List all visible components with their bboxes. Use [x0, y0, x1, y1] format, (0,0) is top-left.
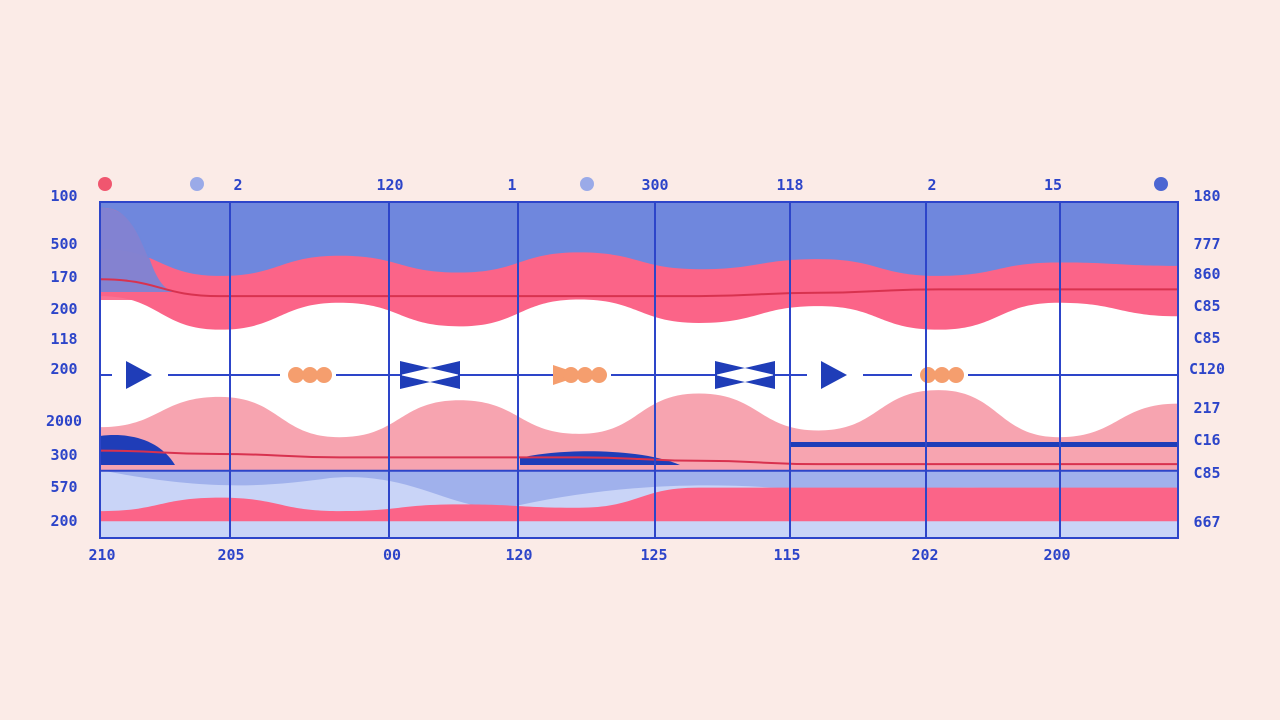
top-label-0: 120 — [376, 176, 403, 194]
x-tick-label-7: 200 — [1043, 546, 1070, 564]
marker-orange-dot-1-2 — [316, 367, 332, 383]
marker-orange-dot-3-2 — [591, 367, 607, 383]
marker-bowtie-4 — [715, 361, 775, 389]
y-right-label-0: 180 — [1193, 187, 1220, 205]
top-label-4: 15 — [1044, 176, 1062, 194]
x-tick-label-0: 210 — [88, 546, 115, 564]
x-axis-ticks: 210 205 00 120 125 115 202 200 — [88, 546, 1070, 564]
y-right-label-4: C85 — [1193, 329, 1220, 347]
marker-orange-dot-1-0 — [288, 367, 304, 383]
y-right-label-9: 667 — [1193, 513, 1220, 531]
x-tick-label-2: 00 — [383, 546, 401, 564]
y-right-label-3: C85 — [1193, 297, 1220, 315]
y-left-label-6: 2000 — [46, 412, 82, 430]
legend-dot-0 — [98, 177, 112, 191]
marker-row — [112, 361, 968, 389]
y-axis-right: 180 777 860 C85 C85 C120 217 C16 C85 667 — [1189, 187, 1225, 531]
area-band-mid — [100, 202, 1178, 276]
y-left-label-1: 500 — [50, 235, 77, 253]
y-right-label-8: C85 — [1193, 464, 1220, 482]
upper-trend-line — [99, 278, 1178, 298]
area-corner-blue — [100, 207, 175, 292]
top-label-2: 118 — [776, 176, 803, 194]
top-labels: 120 300 118 2 15 — [376, 176, 1062, 194]
x-tick-label-1: 205 — [217, 546, 244, 564]
x-tick-label-6: 202 — [911, 546, 938, 564]
legend-dot-2 — [580, 177, 594, 191]
y-right-label-2: 860 — [1193, 265, 1220, 283]
legend-label-1: 2 — [233, 176, 242, 194]
area-lower-mid — [100, 470, 1178, 511]
y-left-label-2: 170 — [50, 268, 77, 286]
top-label-3: 2 — [927, 176, 936, 194]
legend-dot-3 — [1154, 177, 1168, 191]
y-left-label-5: 200 — [50, 360, 77, 378]
x-tick-label-5: 115 — [773, 546, 800, 564]
area-floor-pink — [100, 487, 1178, 522]
marker-orange-dot-6-0 — [920, 367, 936, 383]
plot-frame — [99, 201, 1179, 539]
y-left-label-9: 200 — [50, 512, 77, 530]
marker-orange-dot-6-2 — [948, 367, 964, 383]
column-grid — [100, 202, 1178, 538]
area-dark-strip — [790, 442, 1178, 447]
y-right-label-6: 217 — [1193, 399, 1220, 417]
y-right-label-5: C120 — [1189, 360, 1225, 378]
marker-orange-dot-1-1 — [302, 367, 318, 383]
legend-label-2: 1 — [507, 176, 516, 194]
x-tick-label-4: 125 — [640, 546, 667, 564]
marker-orange-dot-3-1 — [577, 367, 593, 383]
y-right-label-1: 777 — [1193, 235, 1220, 253]
area-bands — [100, 202, 1178, 538]
marker-triangle-5 — [821, 361, 847, 389]
y-left-label-7: 300 — [50, 446, 77, 464]
legend-dot-1 — [190, 177, 204, 191]
area-dark-left — [100, 435, 175, 465]
y-right-label-7: C16 — [1193, 431, 1220, 449]
marker-orange-dot-6-1 — [934, 367, 950, 383]
y-axis-left: 100 500 170 200 118 200 2000 300 570 200 — [46, 187, 82, 530]
marker-bowtie-2 — [400, 361, 460, 389]
area-wave-pink-light — [100, 390, 1178, 471]
y-left-label-8: 570 — [50, 478, 77, 496]
lower-trend-line — [99, 449, 1178, 466]
trend-lines — [99, 278, 1178, 466]
y-left-label-3: 200 — [50, 300, 77, 318]
marker-orange-dot-3-0 — [563, 367, 579, 383]
top-label-1: 300 — [641, 176, 668, 194]
x-tick-label-3: 120 — [505, 546, 532, 564]
y-left-label-4: 118 — [50, 330, 77, 348]
y-left-label-0: 100 — [50, 187, 77, 205]
marker-triangle-0 — [126, 361, 152, 389]
